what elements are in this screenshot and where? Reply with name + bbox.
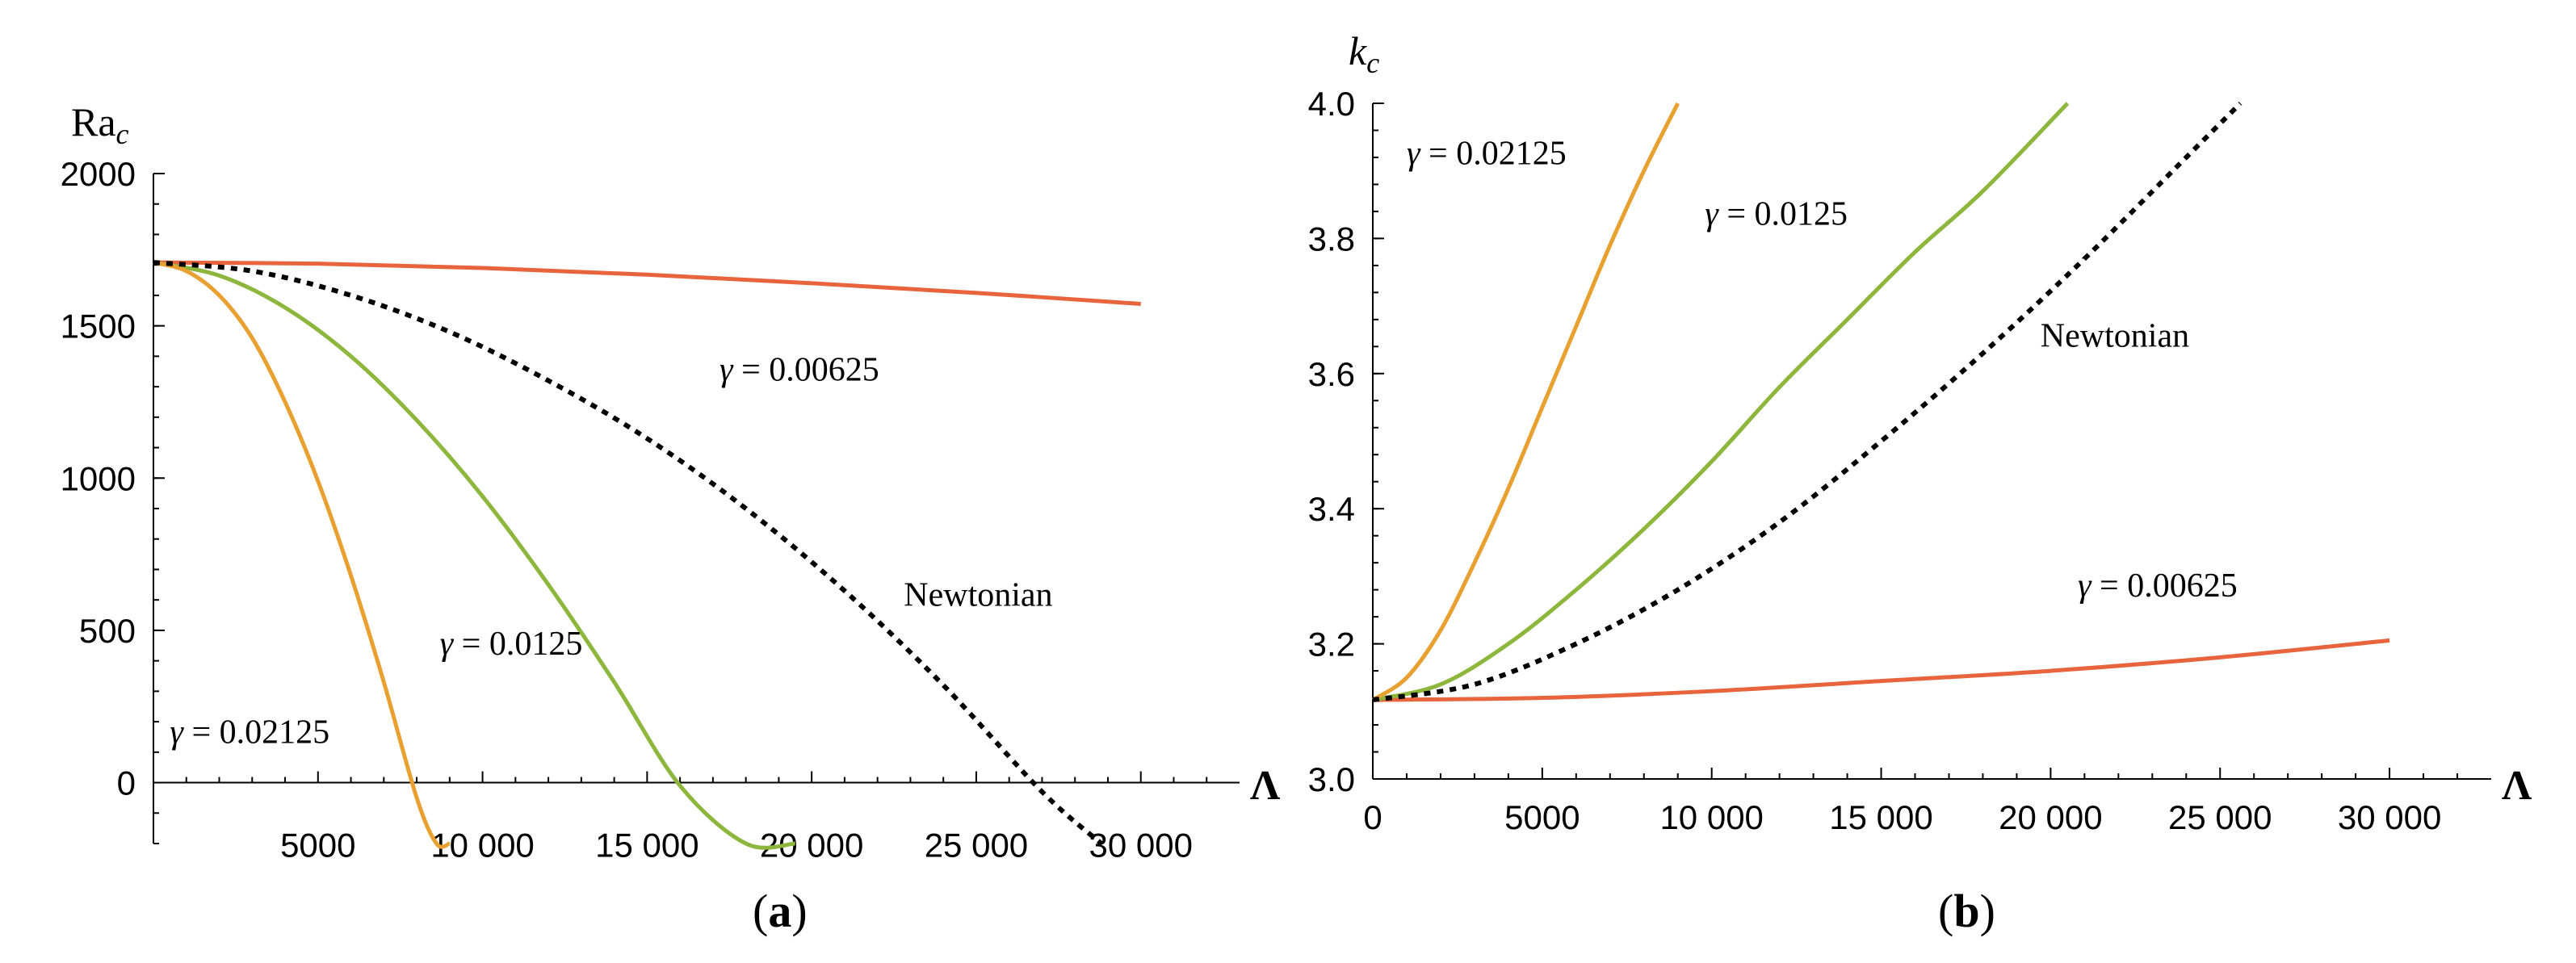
y-tick-label: 3.8 bbox=[1308, 220, 1355, 257]
annotation-label: γ = 0.00625 bbox=[2078, 567, 2238, 605]
series-line-0-00625 bbox=[1372, 638, 2390, 702]
series-line-newtonian bbox=[1372, 101, 2242, 703]
annotation-label: γ = 0.0125 bbox=[440, 626, 583, 663]
panel-a-series bbox=[153, 260, 1141, 850]
annotation-label: Newtonian bbox=[904, 577, 1052, 614]
x-tick-label: 30 000 bbox=[2338, 798, 2441, 836]
panel-b-axes bbox=[1372, 103, 2491, 780]
x-tick-label: 25 000 bbox=[2168, 798, 2272, 836]
x-tick-label: 5000 bbox=[1504, 798, 1580, 836]
panel-b-xlabel: Λ bbox=[2502, 763, 2532, 809]
panel-b-series bbox=[1371, 101, 2390, 703]
annotation-label: γ = 0.02125 bbox=[1407, 135, 1567, 172]
y-tick-label: 4.0 bbox=[1308, 85, 1355, 123]
y-tick-label: 3.0 bbox=[1308, 760, 1355, 798]
x-tick-label: 15 000 bbox=[595, 827, 699, 865]
x-tick-label: 30 000 bbox=[1089, 827, 1192, 865]
annotation-label: γ = 0.02125 bbox=[170, 714, 329, 752]
x-tick-label: 5000 bbox=[280, 827, 355, 865]
panel-b-annotations: γ = 0.02125 γ = 0.0125 Newtonian γ = 0.0062… bbox=[1407, 135, 2238, 605]
panel-b-ticks: 0 5000 10 000 15 000 20 000 25 000 30 000 3.0 3.… bbox=[1308, 85, 2459, 836]
series-line-0-02125 bbox=[1371, 102, 1680, 702]
y-tick-label: 3.6 bbox=[1308, 355, 1355, 393]
y-tick-label: 3.4 bbox=[1308, 490, 1355, 528]
y-tick-label: 3.2 bbox=[1308, 626, 1355, 664]
panel-b-label: (b) bbox=[1938, 885, 1995, 937]
series-line-0-00625 bbox=[153, 260, 1141, 306]
x-tick-label: 15 000 bbox=[1829, 798, 1932, 836]
annotation-label: γ = 0.00625 bbox=[720, 352, 879, 389]
x-tick-label: 25 000 bbox=[925, 827, 1028, 865]
series-line-0-0125 bbox=[153, 260, 795, 850]
panel-a-letter: a bbox=[768, 885, 791, 937]
panel-a-label: (a) bbox=[753, 885, 808, 937]
panel-b-letter: b bbox=[1953, 885, 1979, 937]
panel-a-xlabel: Λ bbox=[1250, 763, 1280, 809]
annotation-label: Newtonian bbox=[2041, 317, 2189, 354]
y-tick-label: 1000 bbox=[61, 459, 136, 497]
y-tick-label: 1500 bbox=[61, 308, 136, 345]
panel-b-ylabel: kc bbox=[1349, 28, 1379, 79]
panel-a-ticks: 5000 10 000 15 000 20 000 25 000 30 000050010… bbox=[61, 155, 1208, 865]
panel-a-annotations: γ = 0.00625 γ = 0.0125 γ = 0.02125 Newtonia… bbox=[170, 352, 1052, 752]
series-line-0-0125 bbox=[1372, 102, 2070, 702]
x-tick-label: 20 000 bbox=[1999, 798, 2102, 836]
x-tick-label: 0 bbox=[1363, 798, 1382, 836]
series-line-newtonian bbox=[153, 260, 1103, 846]
x-tick-label: 10 000 bbox=[1659, 798, 1763, 836]
series-line-0-02125 bbox=[153, 260, 451, 849]
y-tick-label: 0 bbox=[117, 764, 136, 802]
panel-a: Rac Λ 5000 10 000 15 000 20 000 25 000 30 000… bbox=[61, 99, 1281, 937]
annotation-label: γ = 0.0125 bbox=[1705, 196, 1848, 233]
y-tick-label: 2000 bbox=[61, 155, 136, 193]
panel-b: kc Λ 0 5000 10 000 15 000 20 000 25 000 30 000… bbox=[1308, 28, 2532, 937]
panel-a-ylabel: Rac bbox=[71, 99, 129, 150]
y-tick-label: 500 bbox=[79, 612, 136, 650]
